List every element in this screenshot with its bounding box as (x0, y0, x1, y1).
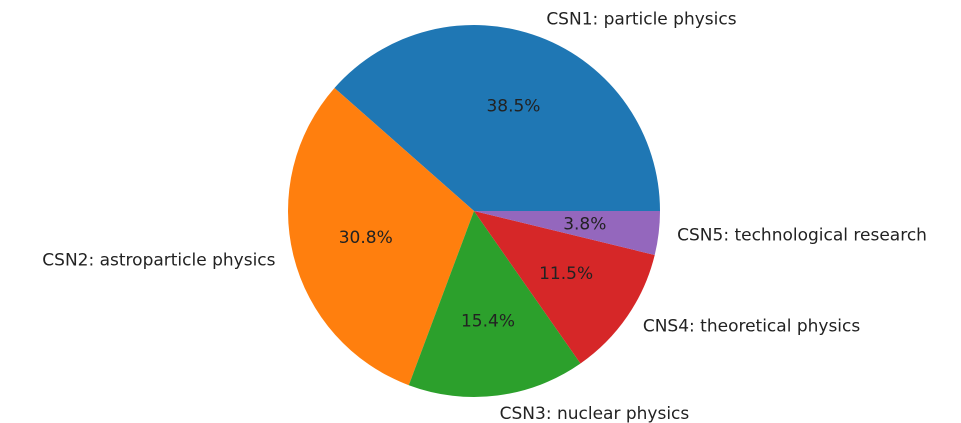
slice-label: CSN3: nuclear physics (500, 404, 690, 423)
percent-label: 15.4% (461, 312, 515, 332)
percent-label: 38.5% (486, 97, 540, 117)
slice-label: CNS4: theoretical physics (643, 317, 861, 337)
pie-slice (288, 87, 474, 386)
slice-label: CSN2: astroparticle physics (42, 251, 275, 271)
percent-label: 30.8% (339, 228, 393, 248)
slice-label: CSN5: technological research (677, 225, 927, 245)
pie-slice (474, 211, 660, 255)
pie-slice (334, 25, 660, 212)
percent-label: 11.5% (539, 264, 593, 284)
pie-slice (474, 211, 655, 364)
slice-label: CSN1: particle physics (546, 10, 736, 30)
pie-slice (408, 211, 581, 397)
percent-label: 3.8% (563, 214, 606, 234)
